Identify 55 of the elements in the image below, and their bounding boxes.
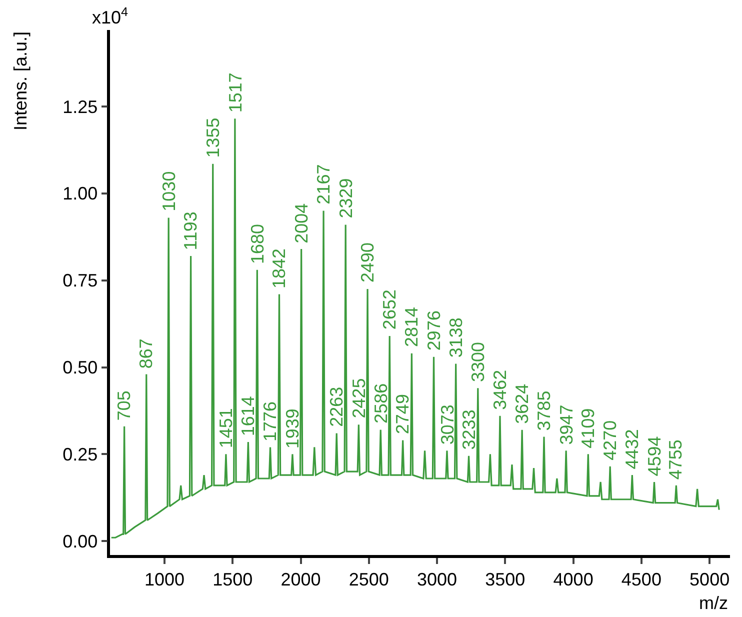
- annotation: 3947: [556, 404, 576, 445]
- annotation: 1355: [203, 118, 224, 158]
- annotation: 3073: [437, 404, 458, 445]
- annotation: 1030: [158, 171, 179, 212]
- annotation: 3462: [490, 370, 510, 410]
- annotation: 1842: [269, 248, 289, 288]
- text: x10$^{4}$: [92, 5, 128, 28]
- y-tick-label: 0.25: [62, 444, 98, 464]
- x-tick-label: 4500: [621, 569, 662, 590]
- x-tick-label: 3000: [417, 569, 458, 590]
- annotation: 4594: [644, 436, 664, 476]
- annotation: 4270: [600, 420, 620, 460]
- annotation: 1680: [247, 224, 268, 264]
- annotation: 3785: [534, 390, 554, 431]
- annotation: 867: [136, 338, 156, 369]
- annotation: 2425: [349, 378, 370, 418]
- annotation: 2490: [358, 242, 378, 283]
- annotation: 2586: [370, 383, 391, 424]
- x-axis-title: m/z: [699, 593, 728, 613]
- annotation: 705: [114, 390, 134, 421]
- annotation: 2004: [291, 203, 312, 244]
- y-tick-label: 1.00: [62, 184, 98, 204]
- annotation: 1614: [238, 396, 258, 436]
- x-tick-label: 5000: [690, 569, 730, 590]
- y-tick-label: 0.75: [62, 270, 98, 291]
- y-tick-label: 1.25: [62, 96, 98, 117]
- y-tick-label: 0.00: [62, 531, 98, 552]
- annotation: 3138: [446, 318, 466, 358]
- annotation: 4109: [578, 408, 598, 448]
- annotation: 4755: [666, 440, 686, 480]
- annotation: 2976: [424, 310, 444, 351]
- annotation: 1193: [180, 212, 200, 250]
- annotation: 3300: [468, 342, 488, 382]
- annotation: 2263: [326, 386, 346, 427]
- annotation: 1776: [260, 401, 280, 442]
- x-tick-label: 3500: [485, 569, 526, 590]
- annotation: 4432: [622, 429, 642, 470]
- annotation: 2749: [392, 394, 413, 434]
- x-tick-label: 1500: [212, 569, 253, 590]
- y-tick-label: 0.50: [62, 358, 98, 378]
- annotation: 1939: [282, 408, 302, 449]
- annotation: 2167: [314, 164, 334, 204]
- annotation: 2329: [336, 178, 356, 218]
- annotation: 3233: [458, 410, 479, 450]
- annotation: 3624: [512, 384, 532, 424]
- annotation: 2652: [380, 290, 400, 330]
- x-tick-label: 4000: [553, 569, 594, 590]
- annotation: 1517: [225, 72, 246, 113]
- x-tick-label: 2000: [280, 569, 321, 590]
- x-tick-label: 2500: [348, 569, 389, 590]
- x-tick-label: 1000: [144, 569, 185, 590]
- annotation: 1451: [216, 408, 236, 448]
- annotation: 2814: [401, 306, 422, 348]
- y-axis-title: Intens. [a.u.]: [10, 31, 30, 130]
- line-series: [110, 118, 720, 538]
